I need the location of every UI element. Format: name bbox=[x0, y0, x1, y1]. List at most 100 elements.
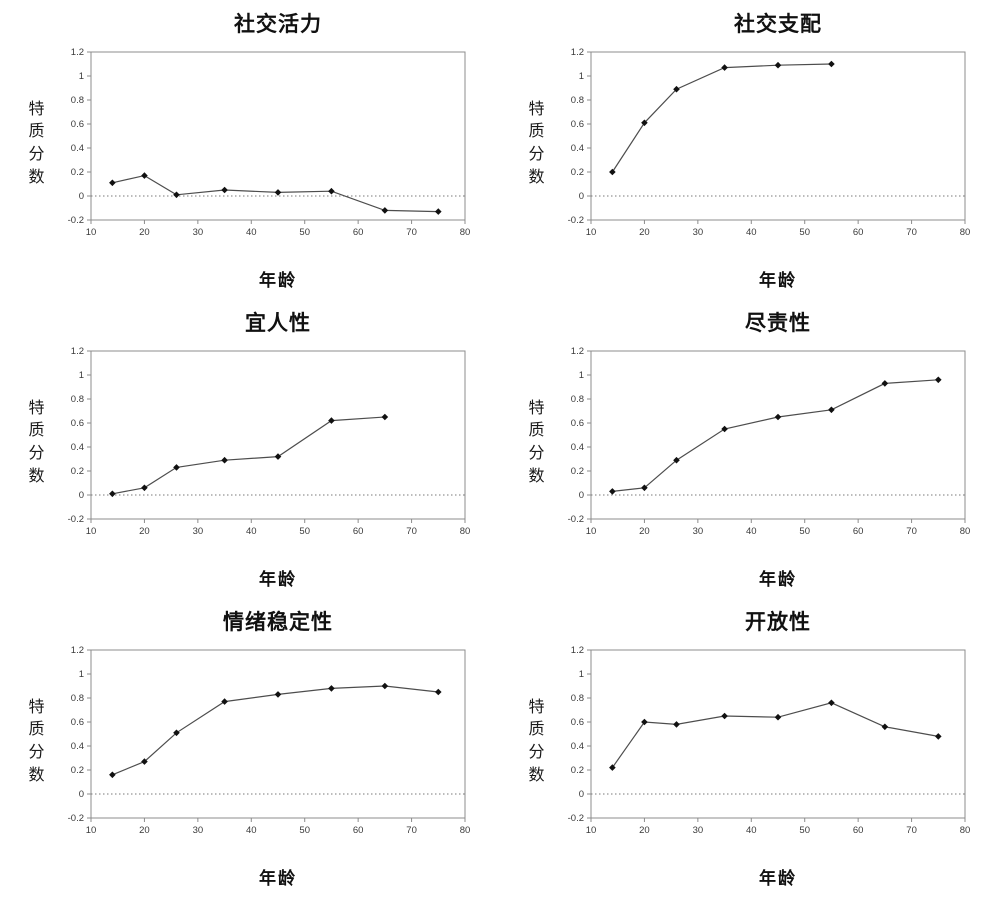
svg-text:-0.2: -0.2 bbox=[67, 215, 83, 226]
plot-area: -0.2 0 0.2 0.4 0.6 0.8 1 1.2 10 20 30 40 50 60 70 80 bbox=[567, 47, 970, 238]
svg-text:50: 50 bbox=[799, 526, 810, 537]
svg-text:0.6: 0.6 bbox=[570, 418, 583, 429]
svg-text:0.6: 0.6 bbox=[70, 418, 83, 429]
x-axis-label: 年龄 bbox=[759, 869, 797, 888]
svg-text:60: 60 bbox=[352, 526, 363, 537]
svg-text:50: 50 bbox=[799, 825, 810, 836]
svg-text:0.8: 0.8 bbox=[570, 394, 583, 405]
plot-area: -0.2 0 0.2 0.4 0.6 0.8 1 1.2 10 20 30 40 50 60 70 80 bbox=[67, 346, 470, 537]
svg-text:20: 20 bbox=[139, 526, 150, 537]
svg-text:30: 30 bbox=[692, 227, 703, 238]
svg-text:0.4: 0.4 bbox=[70, 143, 83, 154]
svg-text:50: 50 bbox=[299, 825, 310, 836]
svg-text:20: 20 bbox=[139, 227, 150, 238]
x-axis-label: 年龄 bbox=[759, 570, 797, 589]
svg-text:1: 1 bbox=[78, 71, 83, 82]
svg-text:40: 40 bbox=[745, 526, 756, 537]
svg-text:30: 30 bbox=[192, 526, 203, 537]
svg-text:0.2: 0.2 bbox=[70, 466, 83, 477]
x-axis-label: 年龄 bbox=[259, 570, 297, 589]
chart-body: 特 质 分 数 -0.2 0 0.2 0.4 0.6 0.8 1 1.2 10 20 30 40 50 6… bbox=[526, 638, 975, 864]
y-axis-label: 特 质 分 数 bbox=[28, 399, 45, 485]
svg-text:70: 70 bbox=[906, 526, 917, 537]
x-axis-label: 年龄 bbox=[259, 271, 297, 290]
svg-text:-0.2: -0.2 bbox=[567, 215, 583, 226]
svg-text:40: 40 bbox=[245, 825, 256, 836]
svg-text:0.4: 0.4 bbox=[570, 442, 583, 453]
svg-text:0: 0 bbox=[78, 490, 83, 501]
svg-text:0.8: 0.8 bbox=[70, 95, 83, 106]
y-axis-label: 特 质 分 数 bbox=[528, 399, 545, 485]
svg-text:10: 10 bbox=[585, 825, 596, 836]
svg-text:60: 60 bbox=[352, 825, 363, 836]
chart-body: 特 质 分 数 -0.2 0 0.2 0.4 0.6 0.8 1 1.2 10 20 30 40 50 6… bbox=[526, 339, 975, 565]
svg-text:-0.2: -0.2 bbox=[67, 514, 83, 525]
svg-text:-0.2: -0.2 bbox=[67, 813, 83, 824]
plot-area: -0.2 0 0.2 0.4 0.6 0.8 1 1.2 10 20 30 40 50 60 70 80 bbox=[67, 645, 470, 836]
chart-body: 特 质 分 数 -0.2 0 0.2 0.4 0.6 0.8 1 1.2 10 20 30 40 50 6… bbox=[26, 40, 475, 266]
svg-text:20: 20 bbox=[139, 825, 150, 836]
x-axis-label: 年龄 bbox=[259, 869, 297, 888]
svg-text:1.2: 1.2 bbox=[70, 346, 83, 357]
svg-text:10: 10 bbox=[85, 825, 96, 836]
plot-area: -0.2 0 0.2 0.4 0.6 0.8 1 1.2 10 20 30 40 50 60 70 80 bbox=[567, 346, 970, 537]
svg-text:10: 10 bbox=[585, 227, 596, 238]
chart-body: 特 质 分 数 -0.2 0 0.2 0.4 0.6 0.8 1 1.2 10 20 30 40 50 6… bbox=[26, 339, 475, 565]
svg-text:50: 50 bbox=[299, 227, 310, 238]
chart-cell-social-vitality: 社交活力 特 质 分 数 -0.2 0 0.2 0.4 0.6 0.8 1 1.2 10 20 30… bbox=[0, 0, 500, 299]
svg-text:60: 60 bbox=[852, 227, 863, 238]
svg-text:1.2: 1.2 bbox=[70, 645, 83, 656]
chart-title: 宜人性 bbox=[245, 312, 311, 335]
svg-text:10: 10 bbox=[85, 227, 96, 238]
chart-title: 社交活力 bbox=[234, 13, 322, 36]
plot-area: -0.2 0 0.2 0.4 0.6 0.8 1 1.2 10 20 30 40 50 60 70 80 bbox=[567, 645, 970, 836]
svg-text:70: 70 bbox=[406, 227, 417, 238]
svg-text:0.2: 0.2 bbox=[570, 466, 583, 477]
chart-cell-emotional-stability: 情绪稳定性 特 质 分 数 -0.2 0 0.2 0.4 0.6 0.8 1 1.2 10 20 3… bbox=[0, 598, 500, 897]
svg-text:70: 70 bbox=[906, 227, 917, 238]
svg-text:1: 1 bbox=[578, 370, 583, 381]
svg-text:50: 50 bbox=[299, 526, 310, 537]
x-axis-label: 年龄 bbox=[759, 271, 797, 290]
svg-text:30: 30 bbox=[192, 227, 203, 238]
chart-cell-openness: 开放性 特 质 分 数 -0.2 0 0.2 0.4 0.6 0.8 1 1.2 10 20 30 4… bbox=[500, 598, 1000, 897]
svg-text:20: 20 bbox=[639, 227, 650, 238]
svg-text:1.2: 1.2 bbox=[570, 645, 583, 656]
chart-cell-social-dominance: 社交支配 特 质 分 数 -0.2 0 0.2 0.4 0.6 0.8 1 1.2 10 20 30… bbox=[500, 0, 1000, 299]
svg-text:40: 40 bbox=[745, 825, 756, 836]
svg-text:10: 10 bbox=[85, 526, 96, 537]
y-axis-label: 特 质 分 数 bbox=[528, 698, 545, 784]
svg-text:0.8: 0.8 bbox=[570, 95, 583, 106]
svg-text:0.4: 0.4 bbox=[70, 741, 83, 752]
svg-text:0.6: 0.6 bbox=[70, 119, 83, 130]
svg-text:0.4: 0.4 bbox=[70, 442, 83, 453]
svg-text:0.8: 0.8 bbox=[570, 693, 583, 704]
svg-text:0: 0 bbox=[578, 191, 583, 202]
svg-text:50: 50 bbox=[799, 227, 810, 238]
svg-text:0: 0 bbox=[78, 789, 83, 800]
svg-text:40: 40 bbox=[745, 227, 756, 238]
svg-text:0.8: 0.8 bbox=[70, 394, 83, 405]
svg-text:0.2: 0.2 bbox=[570, 765, 583, 776]
svg-text:1: 1 bbox=[578, 669, 583, 680]
svg-text:0: 0 bbox=[78, 191, 83, 202]
svg-text:80: 80 bbox=[959, 825, 970, 836]
svg-text:30: 30 bbox=[692, 825, 703, 836]
svg-text:0.2: 0.2 bbox=[70, 765, 83, 776]
svg-text:40: 40 bbox=[245, 227, 256, 238]
svg-text:20: 20 bbox=[639, 526, 650, 537]
svg-text:80: 80 bbox=[959, 227, 970, 238]
svg-text:70: 70 bbox=[906, 825, 917, 836]
y-axis-label: 特 质 分 数 bbox=[28, 100, 45, 186]
y-axis-label: 特 质 分 数 bbox=[528, 100, 545, 186]
svg-text:30: 30 bbox=[192, 825, 203, 836]
svg-text:40: 40 bbox=[245, 526, 256, 537]
svg-text:60: 60 bbox=[852, 526, 863, 537]
svg-text:1: 1 bbox=[78, 370, 83, 381]
chart-title: 情绪稳定性 bbox=[223, 611, 333, 634]
svg-text:30: 30 bbox=[692, 526, 703, 537]
svg-text:80: 80 bbox=[459, 526, 470, 537]
svg-text:0.6: 0.6 bbox=[570, 119, 583, 130]
chart-cell-conscientiousness: 尽责性 特 质 分 数 -0.2 0 0.2 0.4 0.6 0.8 1 1.2 10 20 30 4… bbox=[500, 299, 1000, 598]
